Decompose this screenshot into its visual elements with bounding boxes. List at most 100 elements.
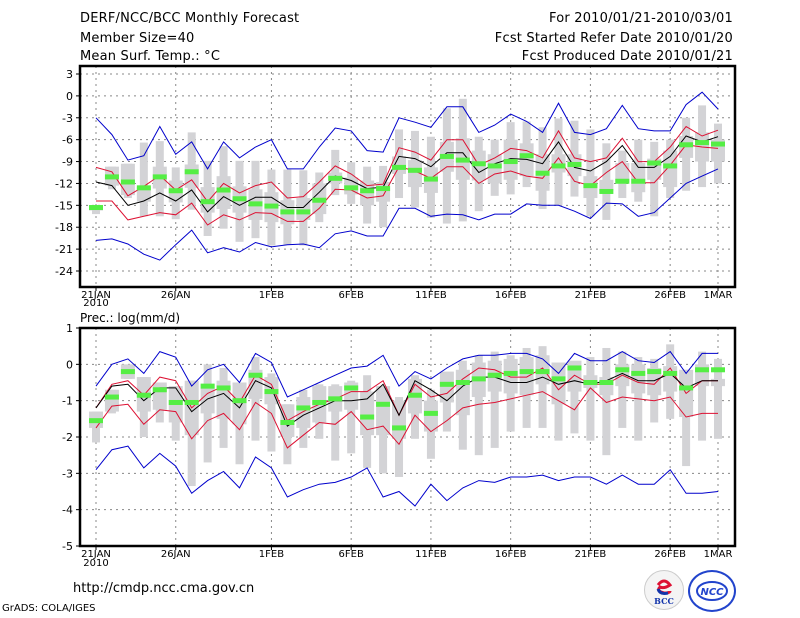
box-iqr [615,163,630,182]
ncc-logo-icon: NCC [696,581,728,601]
median-marker [312,399,327,405]
year-label: 2010 [83,558,108,569]
box-iqr [296,397,311,428]
box-iqr [407,160,422,188]
median-marker [152,387,167,393]
median-marker [711,141,725,147]
median-marker [344,185,359,191]
median-marker [599,188,614,194]
bcc-logo-icon: BCC [654,579,674,606]
y-tick-label: -1 [62,395,73,408]
median-marker [519,153,534,159]
median-marker [503,370,518,376]
median-marker [567,161,582,167]
median-marker [168,188,183,194]
x-tick-label: 21JAN [81,290,111,301]
lower-spread-line [96,144,719,226]
median-marker [615,178,630,184]
median-marker [200,383,215,389]
y-tick-label: 0 [66,90,73,103]
y-tick-label: -3 [62,467,73,480]
median-marker [120,369,135,375]
median-marker [328,175,343,181]
forecast-produced-date: Fcst Produced Date 2010/01/21 [521,49,733,64]
median-marker [631,178,646,184]
median-marker [168,399,183,405]
box-whisker [331,384,340,461]
median-marker [296,209,311,215]
median-marker [615,367,630,373]
median-marker [280,419,295,425]
median-marker [663,163,678,169]
source-url[interactable]: http://cmdp.ncc.cma.gov.cn [73,581,255,596]
median-marker [120,179,135,185]
x-tick-label: 21FEB [575,290,607,301]
median-marker [711,367,725,373]
plot-frame [78,326,737,548]
ensemble-mean-line [95,372,718,427]
median-marker [392,425,407,431]
box-whisker [682,369,691,467]
chart-title: DERF/NCC/BCC Monthly Forecast [80,11,300,26]
box-whisker [538,346,547,428]
box-iqr [120,163,135,196]
upper-spread-line [95,125,719,203]
median-marker [296,405,311,411]
box-whisker [586,357,595,441]
box-iqr [439,371,454,403]
median-marker [376,186,391,192]
y-tick-label: -12 [55,177,73,190]
median-marker [631,370,646,376]
x-tick-label: 11FEB [415,549,447,560]
median-marker [248,372,263,378]
median-marker [407,392,422,398]
median-marker [407,167,422,173]
median-marker [200,199,215,205]
forecast-period: For 2010/01/21-2010/03/01 [549,11,733,26]
median-marker [583,380,598,385]
median-marker [152,174,167,180]
box-iqr [216,176,231,209]
median-marker [344,385,359,391]
median-marker [567,365,582,371]
box-whisker [618,351,627,428]
box-whisker [347,380,356,454]
box-iqr [184,164,199,188]
median-marker [104,174,119,180]
variable-label: Mean Surf. Temp.: °C [80,49,221,64]
box-whisker [267,373,276,452]
x-tick-label: 26JAN [161,290,191,301]
box-iqr [631,163,646,193]
box-whisker [602,347,611,456]
plot-frame [78,64,737,289]
max-line [95,350,718,398]
box-iqr [503,358,518,394]
median-marker [312,197,327,203]
box-iqr [296,198,311,220]
box-iqr [711,378,725,387]
median-marker [104,394,119,400]
x-tick-label: 16FEB [495,290,527,301]
y-tick-label: -21 [55,243,73,256]
box-whisker [586,129,595,217]
bcc-logo-text: BCC [654,596,674,606]
median-marker [328,396,343,402]
y-tick-label: -3 [62,112,73,125]
lower-spread-line [95,387,718,449]
y-tick-label: -18 [55,221,73,234]
grads-credit: GrADS: COLA/IGES [2,603,96,614]
box-whisker [139,142,148,217]
x-tick-label: 11FEB [415,290,447,301]
x-tick-label: 21FEB [575,549,607,560]
ncc-logo: NCC [688,570,736,612]
y-tick-label: -24 [55,265,73,278]
median-marker [551,163,566,169]
median-marker [232,196,247,202]
x-tick-label: 1MAR [704,549,733,560]
median-marker [519,369,534,375]
x-tick-label: 1MAR [704,290,733,301]
median-marker [455,380,470,385]
median-marker [535,369,550,375]
median-marker [264,389,279,395]
box-iqr [360,391,375,436]
